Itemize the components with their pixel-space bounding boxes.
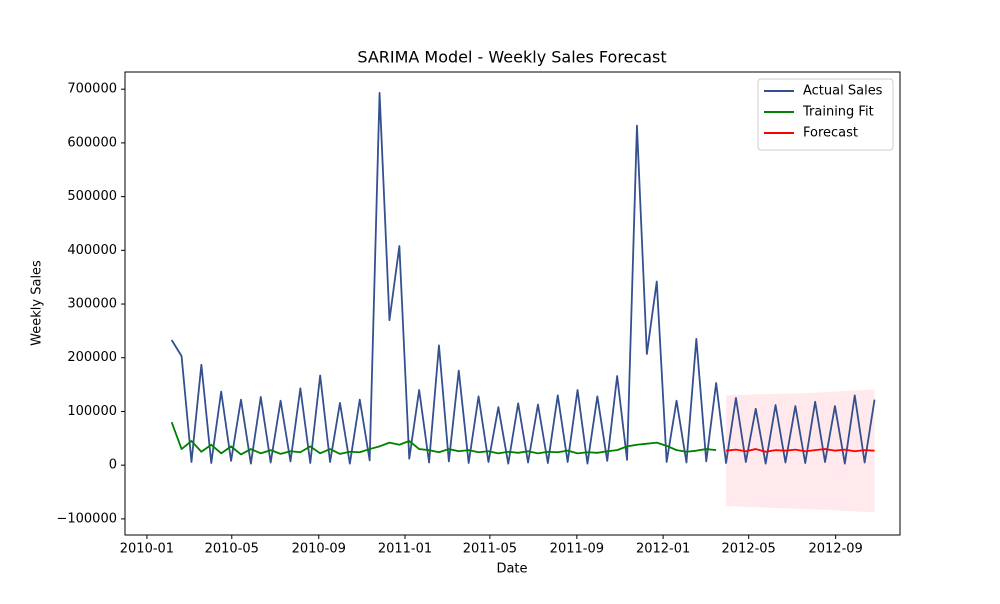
- y-tick-label: 300000: [67, 297, 117, 312]
- y-tick-label: 600000: [67, 135, 117, 150]
- x-tick-label: 2011-01: [378, 542, 432, 557]
- x-tick-label: 2012-05: [722, 542, 776, 557]
- x-tick-label: 2010-05: [205, 542, 259, 557]
- y-tick-label: 100000: [67, 404, 117, 419]
- y-axis-label: Weekly Sales: [30, 260, 45, 346]
- series-line: [725, 448, 875, 453]
- x-tick-label: 2011-05: [463, 542, 517, 557]
- x-tick-label: 2012-01: [636, 542, 690, 557]
- y-tick-label: 700000: [67, 82, 117, 97]
- x-tick-label: 2011-09: [550, 542, 604, 557]
- x-tick-label: 2012-09: [808, 542, 862, 557]
- y-tick-label: −100000: [56, 511, 117, 526]
- legend-label: Actual Sales: [803, 84, 883, 99]
- legend-label: Training Fit: [802, 105, 874, 120]
- legend-label: Forecast: [803, 126, 858, 141]
- legend: Actual Sales Training Fit Forecast: [757, 78, 894, 151]
- y-tick-label: 500000: [67, 189, 117, 204]
- series-line: [170, 421, 717, 456]
- x-tick-label: 2010-01: [120, 542, 174, 557]
- x-tick-label: 2010-09: [292, 542, 346, 557]
- x-axis-label: Date: [496, 562, 527, 577]
- chart-title: SARIMA Model - Weekly Sales Forecast: [357, 48, 666, 67]
- plot-frame: [124, 71, 901, 536]
- y-tick-label: 400000: [67, 243, 117, 258]
- y-tick-label: 200000: [67, 350, 117, 365]
- y-tick-label: 0: [109, 458, 117, 473]
